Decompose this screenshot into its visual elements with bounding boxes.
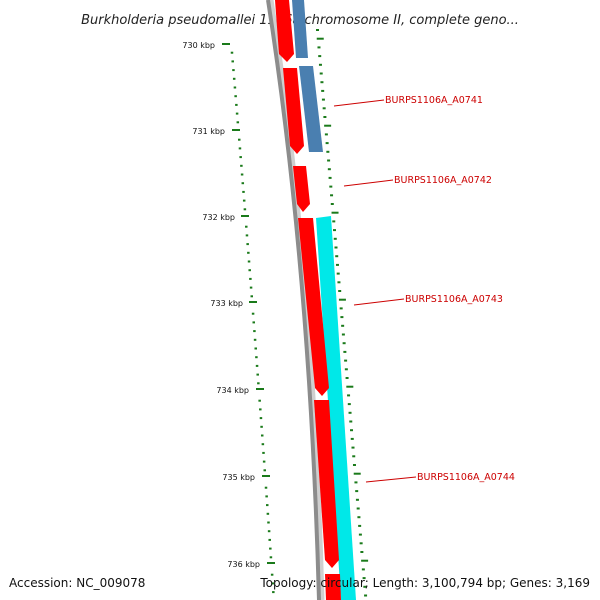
accession-text: Accession: NC_009078 — [9, 576, 146, 590]
outer-minor-ticks — [316, 29, 369, 597]
topology-summary-text: Topology: circular; Length: 3,100,794 bp… — [260, 576, 590, 590]
gene-label-0743[interactable]: BURPS1106A_A0743 — [405, 294, 503, 305]
major-tick-734: 734 kbp — [216, 386, 264, 395]
major-tick-731: 731 kbp — [192, 127, 240, 136]
backbone-line — [266, 0, 321, 600]
leader-line-0741 — [333, 99, 385, 107]
major-tick-736: 736 kbp — [227, 560, 275, 569]
gene-arrow-top — [275, 0, 294, 62]
gene-label-0742[interactable]: BURPS1106A_A0742 — [394, 175, 492, 186]
tick-label-734: 734 kbp — [216, 386, 249, 395]
cds-block-cyan — [316, 216, 356, 600]
major-tick-732: 732 kbp — [202, 213, 249, 222]
gene-label-0741[interactable]: BURPS1106A_A0741 — [385, 95, 483, 106]
gene-label-0744[interactable]: BURPS1106A_A0744 — [417, 472, 515, 483]
minor-ticks — [230, 51, 275, 594]
gene-arrow-0742 — [293, 166, 310, 212]
cds-block-blue-top — [292, 0, 308, 58]
major-tick-730: 730 kbp — [182, 41, 230, 50]
major-tick-735: 735 kbp — [222, 473, 270, 482]
tick-label-736: 736 kbp — [227, 560, 260, 569]
tick-label-735: 735 kbp — [222, 473, 255, 482]
major-tick-733: 733 kbp — [210, 299, 257, 308]
tick-label-730: 730 kbp — [182, 41, 215, 50]
gene-annotation-0742[interactable]: BURPS1106A_A0742 — [343, 175, 492, 187]
cds-block-blue-0741 — [299, 66, 323, 152]
cds-ring — [292, 0, 356, 600]
gene-annotation-0743[interactable]: BURPS1106A_A0743 — [353, 294, 503, 306]
tick-label-731: 731 kbp — [192, 127, 225, 136]
tick-label-732: 732 kbp — [202, 213, 235, 222]
leader-line-0744 — [365, 476, 417, 483]
gene-arrow-bottom — [325, 574, 341, 600]
tick-label-733: 733 kbp — [210, 299, 243, 308]
forward-gene-ring — [275, 0, 341, 600]
leader-line-0743 — [353, 298, 405, 306]
gene-arrow-0744 — [314, 400, 339, 568]
gene-annotation-0744[interactable]: BURPS1106A_A0744 — [365, 472, 515, 483]
leader-line-0742 — [343, 179, 394, 187]
gene-annotation-0741[interactable]: BURPS1106A_A0741 — [333, 95, 483, 107]
gene-arrow-0743 — [298, 218, 329, 396]
gene-arrow-0741 — [283, 68, 304, 154]
